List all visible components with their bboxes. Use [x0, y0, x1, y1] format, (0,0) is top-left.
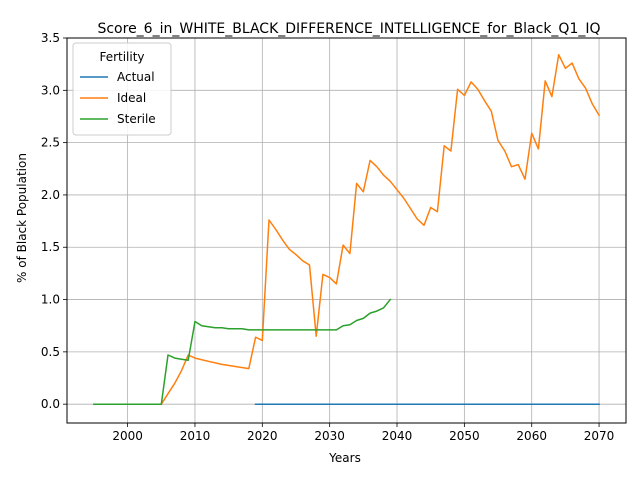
- y-tick-label: 3.5: [41, 31, 60, 45]
- chart-title: Score_6_in_WHITE_BLACK_DIFFERENCE_INTELL…: [97, 21, 600, 37]
- x-tick-label: 2060: [516, 429, 547, 443]
- x-tick-label: 2070: [584, 429, 615, 443]
- legend-label-sterile: Sterile: [117, 112, 156, 126]
- y-tick-label: 1.5: [41, 240, 60, 254]
- y-tick-label: 0.5: [41, 345, 60, 359]
- x-axis-title: Years: [328, 451, 361, 465]
- y-tick-label: 2.0: [41, 188, 60, 202]
- legend-title: Fertility: [99, 50, 144, 64]
- y-tick-label: 3.0: [41, 83, 60, 97]
- legend-box: [72, 42, 172, 136]
- x-tick-label: 2040: [382, 429, 413, 443]
- legend: Fertility Actual Ideal Sterile: [72, 42, 172, 136]
- x-tick-label: 2000: [112, 429, 143, 443]
- y-axis-title: % of Black Population: [15, 153, 29, 283]
- y-tick-label: 0.0: [41, 397, 60, 411]
- x-tick-label: 2010: [180, 429, 211, 443]
- y-tick-label: 1.0: [41, 293, 60, 307]
- x-axis: 2000 2010 2020 2030 2040 2050 2060 2070: [112, 423, 614, 443]
- legend-label-ideal: Ideal: [117, 91, 146, 105]
- legend-label-actual: Actual: [117, 70, 155, 84]
- y-axis: 0.0 0.5 1.0 1.5 2.0 2.5 3.0 3.5: [41, 31, 67, 411]
- plot-frame: [66, 37, 627, 424]
- x-tick-label: 2050: [449, 429, 480, 443]
- series-line-sterile: [93, 298, 392, 405]
- series-layer: [93, 53, 601, 405]
- y-tick-label: 2.5: [41, 136, 60, 150]
- legend-items: Actual Ideal Sterile: [80, 70, 156, 126]
- x-tick-label: 2020: [247, 429, 278, 443]
- x-tick-label: 2030: [314, 429, 345, 443]
- series-line-ideal: [93, 53, 601, 405]
